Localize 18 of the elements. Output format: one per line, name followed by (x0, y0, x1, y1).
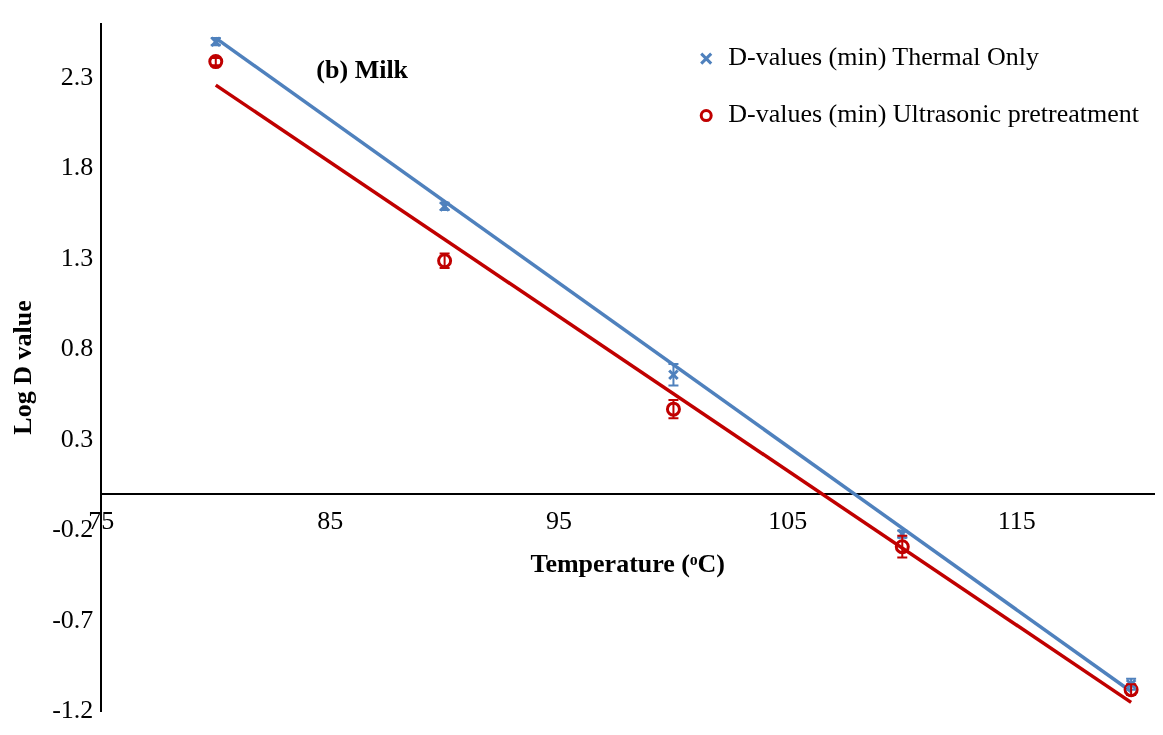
y-tick-label: 0.3 (60, 423, 94, 453)
x-tick-label: 95 (546, 505, 573, 535)
x-axis-title: Temperature (ᵒC) (530, 548, 725, 578)
y-tick-label: 1.8 (60, 152, 94, 182)
point (894, 539, 910, 555)
y-axis-title: Log D value (8, 300, 38, 435)
point (667, 369, 680, 381)
y-tick-label: -0.7 (52, 604, 94, 634)
y-tick-label: 1.3 (60, 242, 94, 272)
x-tick-label: 115 (997, 505, 1036, 535)
legend-label: D-values (min) Thermal Only (728, 42, 1039, 72)
x-tick-label: 105 (768, 505, 808, 535)
y-tick-label: 2.3 (60, 61, 94, 91)
legend-label: D-values (min) Ultrasonic pretreatment (728, 99, 1140, 129)
y-tick-label: 0.8 (60, 333, 94, 363)
annotation: (b) Milk (316, 55, 409, 85)
x-tick-label: 85 (317, 505, 344, 535)
y-tick-label: -1.2 (52, 695, 94, 725)
